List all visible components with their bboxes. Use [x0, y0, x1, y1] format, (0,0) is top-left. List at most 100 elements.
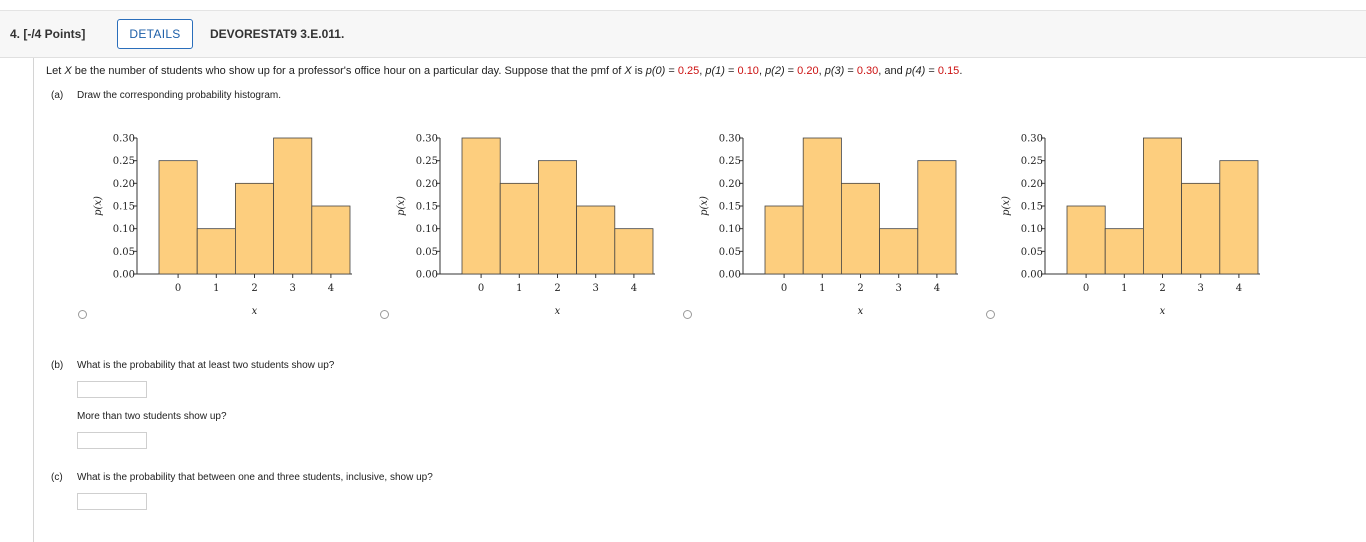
histogram-bar [1181, 182, 1221, 275]
y-tick-label: 0.00 [719, 270, 741, 281]
x-tick-label: 4 [328, 283, 334, 294]
histogram-bar [1066, 205, 1106, 275]
y-tick-label: 0.30 [719, 134, 741, 145]
y-tick-label: 0.10 [113, 224, 135, 235]
x-tick-label: 3 [290, 283, 296, 294]
pmf-value: 0.20 [797, 65, 819, 77]
x-tick-label: 3 [896, 283, 902, 294]
stem-text: Let [46, 65, 65, 77]
y-tick-label: 0.00 [416, 270, 438, 281]
histogram-bar [196, 228, 236, 275]
x-tick-label: 1 [1121, 283, 1127, 294]
x-tick-label: 0 [1083, 283, 1089, 294]
y-tick-label: 0.20 [113, 179, 135, 190]
histogram-bar [1142, 137, 1182, 275]
question-number: 4. [-/4 Points] [10, 27, 86, 41]
histogram-bar [917, 160, 957, 275]
histogram-bar [158, 160, 198, 275]
y-tick-label: 0.05 [113, 247, 135, 258]
pmf-value: 0.25 [677, 65, 700, 77]
histogram-bar [311, 205, 351, 275]
histogram-bar [614, 228, 654, 275]
x-axis-label: x [1160, 306, 1166, 317]
histogram-bar [764, 205, 804, 275]
histogram-bar [840, 182, 880, 275]
y-axis-label: p(x) [93, 196, 104, 216]
stem-text: is [631, 65, 646, 77]
histogram-bar [273, 137, 313, 275]
x-tick-label: 4 [1236, 283, 1242, 294]
x-tick-label: 1 [819, 283, 825, 294]
question-stem: Let X be the number of students who show… [46, 65, 963, 77]
x-axis-label: x [252, 306, 258, 317]
stem-text: . [959, 65, 963, 77]
part-c-answer-input[interactable] [77, 493, 147, 510]
histogram-option-3: 0.00 0.05 0.10 0.15 0.20 0.25 0.30 p(x) 0 1 2 3 4 x [699, 134, 958, 317]
x-tick-label: 4 [631, 283, 637, 294]
x-tick-label: 2 [554, 283, 560, 294]
histogram-bar [1219, 160, 1259, 275]
part-b-subquestion: More than two students show up? [77, 411, 227, 422]
histogram-option-1-radio[interactable] [78, 310, 87, 319]
part-a-text: Draw the corresponding probability histo… [77, 90, 281, 101]
histogram-option-1: 0.00 0.05 0.10 0.15 0.20 0.25 0.30 p(x) 0 1 2 3 4 x [93, 134, 352, 317]
histogram-option-2: 0.00 0.05 0.10 0.15 0.20 0.25 0.30 p(x) 0 1 2 3 4 x [396, 134, 655, 317]
x-tick-label: 1 [516, 283, 522, 294]
x-tick-label: 0 [175, 283, 181, 294]
part-c-text: What is the probability that between one… [77, 472, 433, 483]
y-tick-label: 0.05 [719, 247, 741, 258]
pmf-label: p(3) [824, 65, 845, 77]
x-tick-label: 2 [1159, 283, 1165, 294]
y-tick-label: 0.25 [416, 156, 438, 167]
part-b: (b) What is the probability that at least… [51, 360, 334, 371]
part-a-label: (a) [51, 90, 64, 101]
part-a: (a) Draw the corresponding probability hi… [51, 90, 281, 101]
stem-text: be the number of students who show up fo… [71, 65, 625, 77]
histogram-bar [576, 205, 616, 275]
y-axis-label: p(x) [1001, 196, 1012, 216]
part-c-label: (c) [51, 472, 63, 483]
x-axis-label: x [858, 306, 864, 317]
x-axis-label: x [555, 306, 561, 317]
histogram-bar [537, 160, 577, 275]
histogram-option-3-radio[interactable] [683, 310, 692, 319]
part-b-answer-input[interactable] [77, 381, 147, 398]
y-tick-label: 0.25 [719, 156, 741, 167]
y-tick-label: 0.00 [1021, 270, 1043, 281]
histogram-bar [461, 137, 501, 275]
y-tick-label: 0.15 [1021, 202, 1043, 213]
y-tick-label: 0.05 [416, 247, 438, 258]
x-tick-label: 3 [593, 283, 599, 294]
pmf-value: 0.30 [856, 65, 879, 77]
x-tick-label: 2 [857, 283, 863, 294]
y-tick-label: 0.25 [1021, 156, 1043, 167]
question-code: DEVORESTAT9 3.E.011. [210, 27, 345, 41]
histogram-option-4-radio[interactable] [986, 310, 995, 319]
part-b-label: (b) [51, 360, 64, 371]
pmf-value: 0.10 [737, 65, 759, 77]
stem-variable: X [624, 65, 632, 77]
histogram-bar [879, 228, 919, 275]
pmf-label: p(1) [705, 65, 725, 77]
y-tick-label: 0.20 [1021, 179, 1043, 190]
y-tick-label: 0.20 [416, 179, 438, 190]
y-tick-label: 0.30 [1021, 134, 1043, 145]
y-tick-label: 0.30 [416, 134, 438, 145]
top-divider [0, 10, 1366, 11]
question-header: 4. [-/4 Points] DETAILS DEVORESTAT9 3.E.… [0, 11, 1366, 58]
y-tick-label: 0.00 [113, 270, 135, 281]
y-tick-label: 0.25 [113, 156, 135, 167]
y-axis-label: p(x) [699, 196, 710, 216]
histogram-bar [802, 137, 842, 275]
x-tick-label: 1 [213, 283, 219, 294]
stem-variable: X [64, 65, 72, 77]
part-b-sub-answer-input[interactable] [77, 432, 147, 449]
x-tick-label: 0 [478, 283, 484, 294]
details-button[interactable]: DETAILS [117, 19, 193, 49]
histogram-option-4: 0.00 0.05 0.10 0.15 0.20 0.25 0.30 p(x) 0 1 2 3 4 x [1001, 134, 1260, 317]
histogram-option-2-radio[interactable] [380, 310, 389, 319]
y-tick-label: 0.15 [113, 202, 135, 213]
histogram-bar [234, 182, 274, 275]
y-tick-label: 0.10 [1021, 224, 1043, 235]
histogram-bar [1104, 228, 1144, 275]
